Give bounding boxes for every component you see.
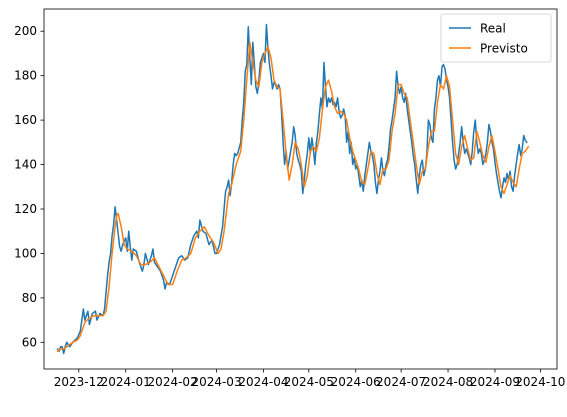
y-axis: 60 80 100 120 140 160 180 200 (14, 24, 44, 349)
x-tick-label: 2024-10 (515, 375, 565, 389)
x-axis: 2023-122024-012024-022024-032024-042024-… (54, 369, 565, 389)
y-tick-label: 60 (22, 335, 37, 349)
x-tick-label: 2024-07 (376, 375, 426, 389)
plot-frame (43, 8, 558, 370)
x-tick-label: 2024-08 (423, 375, 473, 389)
y-tick-label: 140 (14, 158, 37, 172)
legend-label-previsto: Previsto (480, 42, 528, 56)
y-tick-label: 200 (14, 24, 37, 38)
y-tick-label: 120 (14, 202, 37, 216)
x-tick-label: 2024-03 (191, 375, 241, 389)
y-tick-label: 100 (14, 246, 37, 260)
x-tick-label: 2024-04 (238, 375, 288, 389)
legend-box (440, 13, 552, 63)
legend: Real Previsto (440, 13, 552, 63)
x-tick-label: 2024-01 (101, 375, 151, 389)
legend-label-real: Real (480, 22, 506, 36)
x-tick-label: 2023-12 (54, 375, 104, 389)
x-tick-label: 2024-02 (148, 375, 198, 389)
y-tick-label: 180 (14, 69, 37, 83)
x-tick-label: 2024-05 (284, 375, 334, 389)
y-tick-label: 160 (14, 113, 37, 127)
x-tick-label: 2024-06 (331, 375, 381, 389)
series-line-previsto (56, 41, 530, 353)
x-tick-label: 2024-09 (470, 375, 520, 389)
y-tick-label: 80 (22, 291, 37, 305)
plot-area (56, 23, 530, 355)
